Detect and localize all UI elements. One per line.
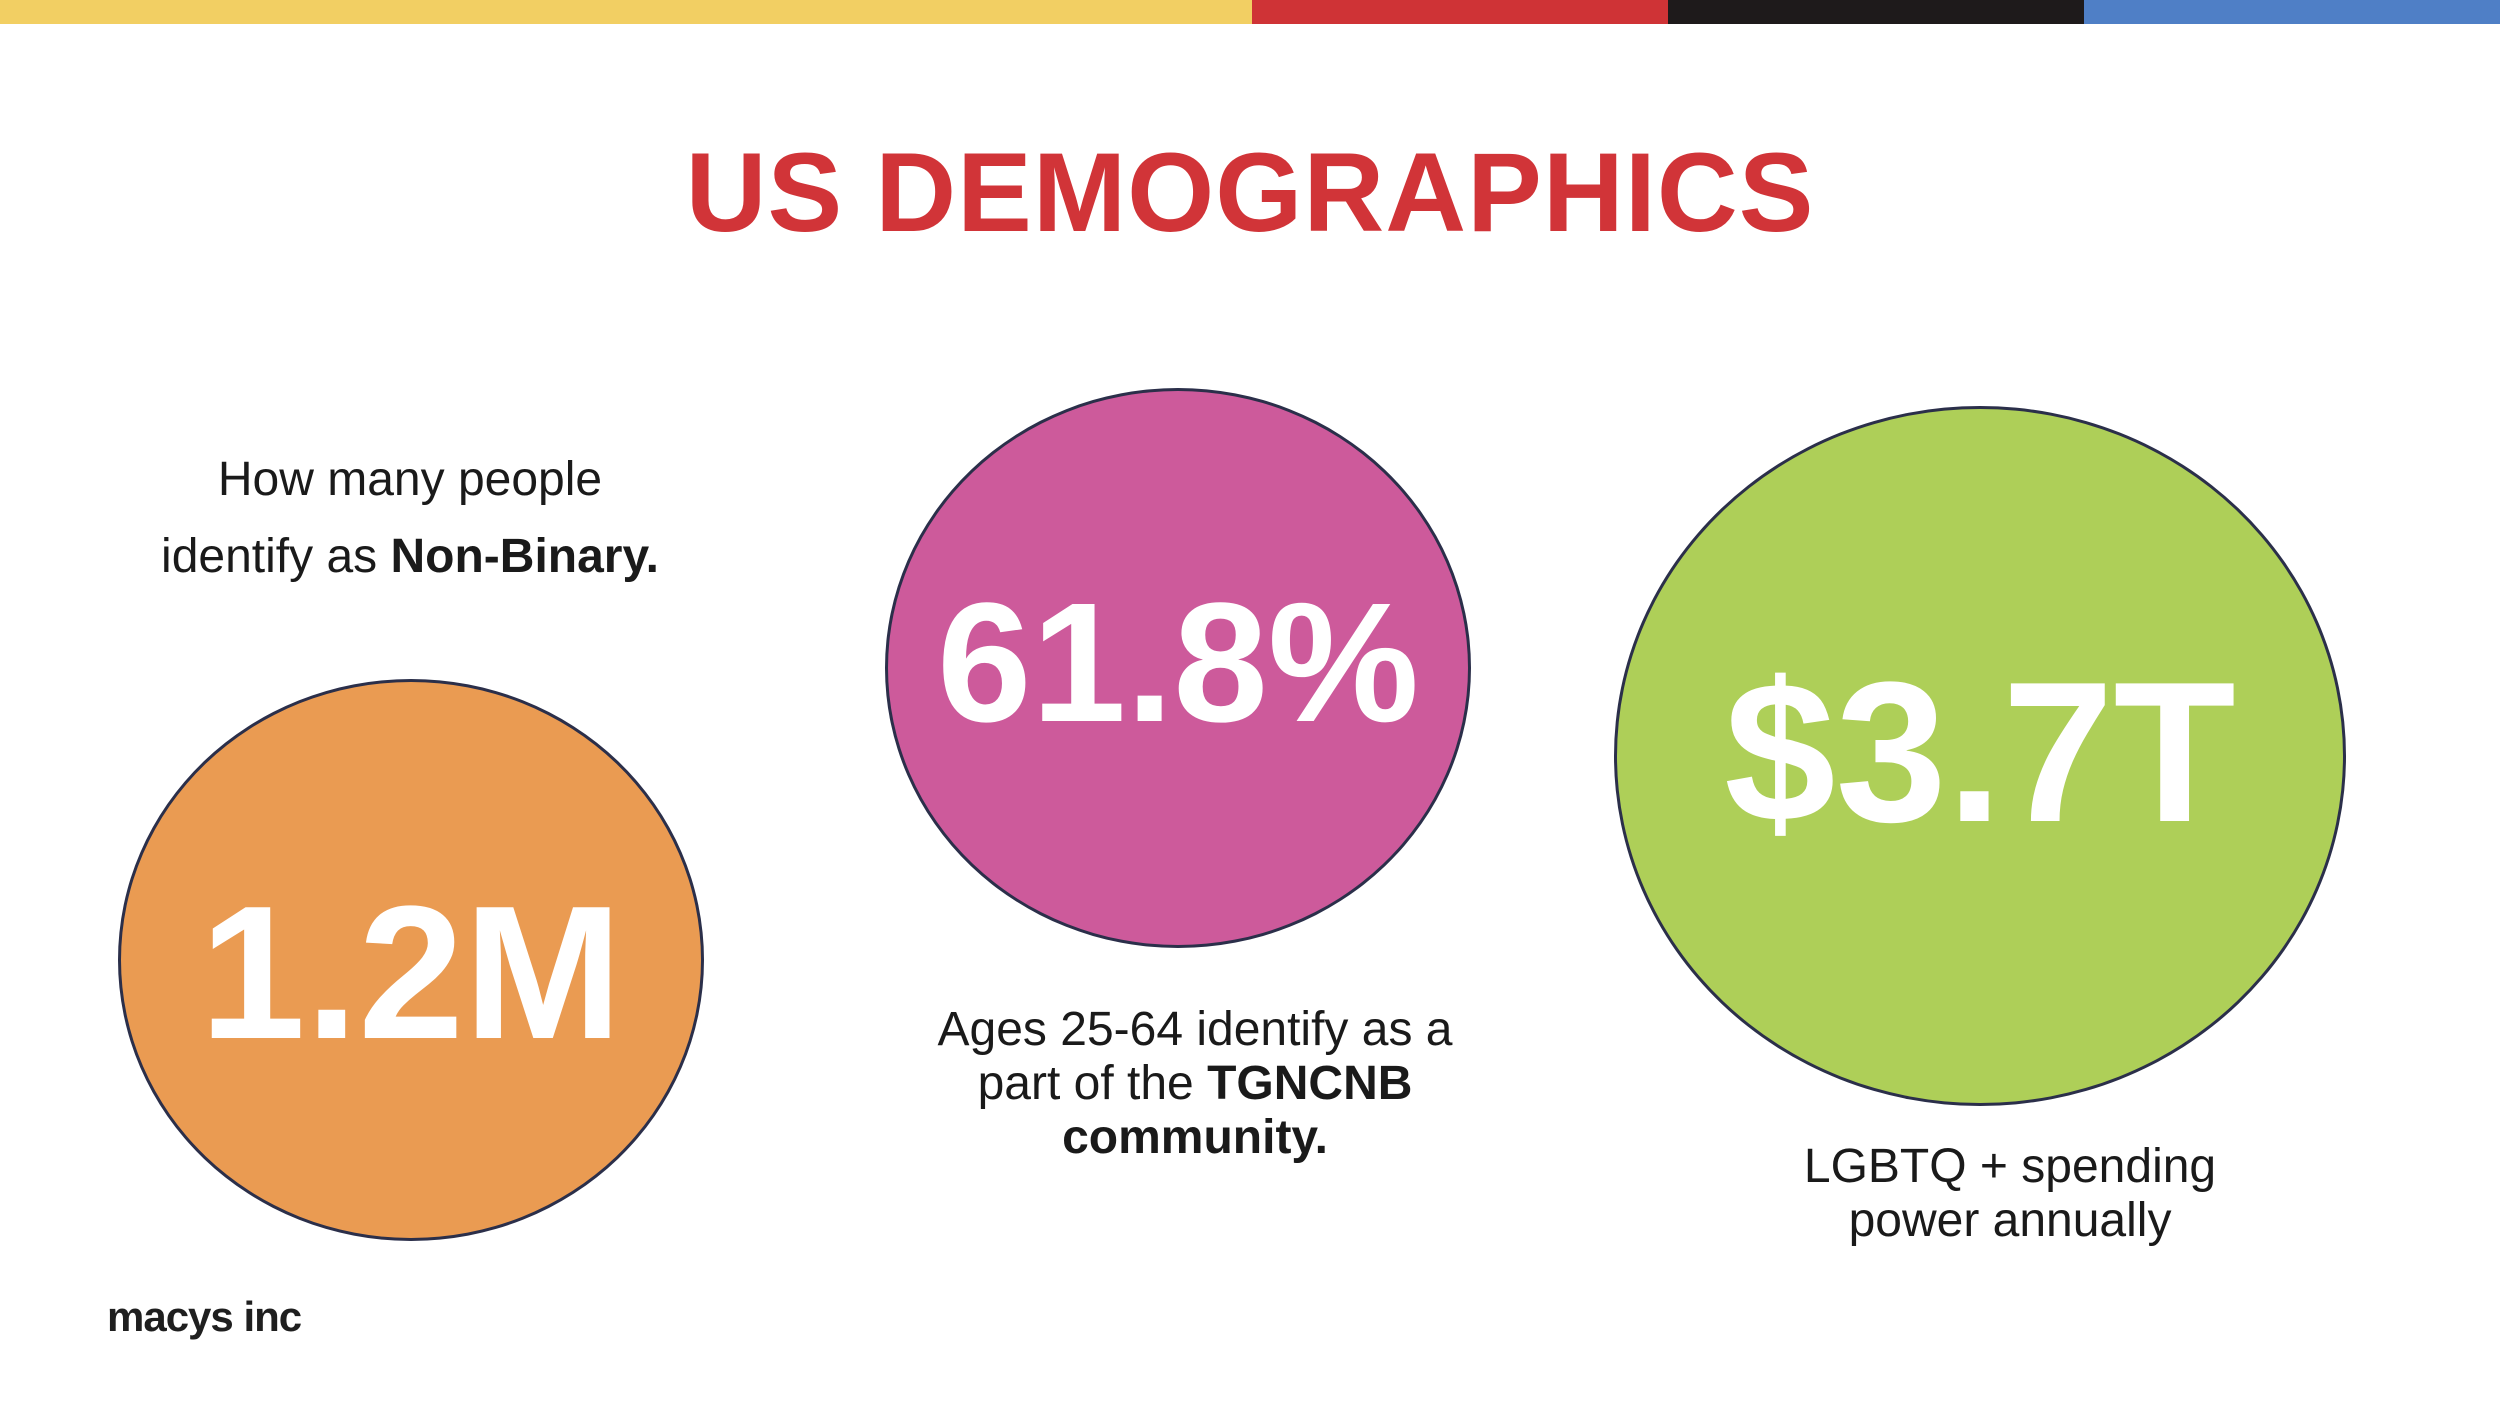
bar-segment-yellow — [0, 0, 1252, 24]
stat-circle-spending: $3.7T — [1614, 406, 2346, 1106]
caption-non-binary: How many people identify as Non-Binary. — [110, 442, 710, 596]
stat-circle-tgncnb: 61.8% — [885, 388, 1471, 948]
caption-line: LGBTQ + spending — [1803, 1140, 2217, 1193]
caption-emphasis: community. — [1062, 1110, 1328, 1164]
macys-logo: macys inc — [107, 1293, 302, 1340]
top-color-bar — [0, 0, 2500, 24]
stat-value-tgncnb: 61.8% — [936, 568, 1420, 758]
caption-line: Ages 25-64 identify as a — [937, 1003, 1453, 1056]
bar-segment-red — [1252, 0, 1668, 24]
bar-segment-black — [1668, 0, 2084, 24]
caption-text: identify as — [161, 529, 391, 583]
caption-emphasis: TGNCNB — [1207, 1056, 1413, 1110]
stat-circle-non-binary: 1.2M — [118, 679, 704, 1241]
caption-text: part of the — [977, 1056, 1208, 1110]
page-title: US DEMOGRAPHICS — [685, 130, 1815, 255]
stat-value-non-binary: 1.2M — [199, 867, 623, 1079]
caption-line: power annually — [1848, 1193, 2172, 1247]
caption-line: How many people — [217, 453, 603, 506]
caption-spending: LGBTQ + spending power annually — [1710, 1140, 2310, 1248]
bar-segment-blue — [2084, 0, 2500, 24]
stat-value-spending: $3.7T — [1724, 641, 2236, 864]
caption-tgncnb: Ages 25-64 identify as a part of the TGN… — [880, 1003, 1510, 1164]
caption-emphasis: Non-Binary. — [390, 529, 659, 583]
